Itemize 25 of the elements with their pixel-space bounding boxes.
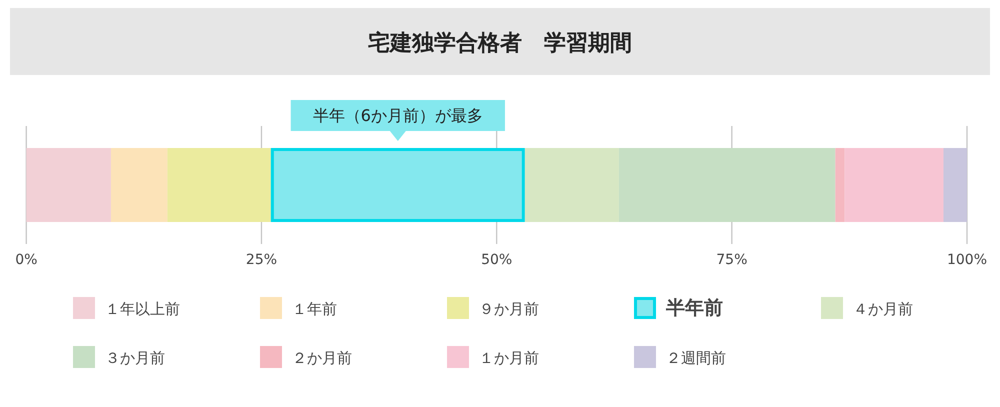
- x-tick-label: 100%: [946, 252, 988, 268]
- legend-label: ２か月前: [292, 349, 352, 367]
- legend-label: ４か月前: [853, 300, 913, 318]
- bar: [618, 148, 836, 222]
- legend-label: 半年前: [665, 297, 723, 319]
- legend-label: ３か月前: [105, 349, 165, 367]
- legend-label: １年以上前: [105, 300, 180, 318]
- x-tick-label: 75%: [716, 252, 748, 268]
- bar: [835, 148, 845, 222]
- title: 宅建独学合格者 学習期間: [10, 8, 990, 75]
- legend-label: １か月前: [479, 349, 539, 367]
- bar: [844, 148, 944, 222]
- x-tick-label: 25%: [246, 252, 278, 268]
- legend-label: １年前: [292, 300, 337, 318]
- x-tick-label: 0%: [15, 252, 38, 268]
- legend-label: ９か月前: [479, 300, 539, 318]
- annotations: 半年（6か月前）が最多: [290, 100, 505, 141]
- chart-title: 宅建独学合格者 学習期間: [368, 30, 632, 56]
- bar: [943, 148, 967, 222]
- bar: [167, 148, 271, 222]
- bar: [26, 148, 111, 222]
- legend-label: ２週間前: [666, 349, 726, 367]
- bar: [524, 148, 619, 222]
- bar: [110, 148, 168, 222]
- x-tick-label: 50%: [481, 252, 512, 268]
